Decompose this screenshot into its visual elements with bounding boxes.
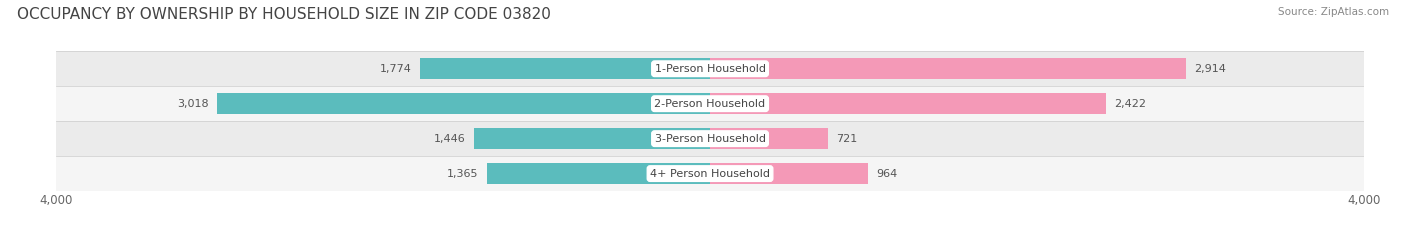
Text: 3-Person Household: 3-Person Household [655,134,765,144]
Bar [710,93,1107,114]
Text: OCCUPANCY BY OWNERSHIP BY HOUSEHOLD SIZE IN ZIP CODE 03820: OCCUPANCY BY OWNERSHIP BY HOUSEHOLD SIZE… [17,7,551,22]
Bar [474,128,710,149]
Text: 1,774: 1,774 [380,64,412,74]
Bar [710,128,828,149]
Text: Source: ZipAtlas.com: Source: ZipAtlas.com [1278,7,1389,17]
Bar [56,51,710,86]
Bar [420,58,710,79]
Bar [710,121,1364,156]
Bar [217,93,710,114]
Bar [710,58,1187,79]
Bar [56,156,710,191]
Text: 3,018: 3,018 [177,99,208,109]
Text: 2,422: 2,422 [1114,99,1146,109]
Bar [710,51,1364,86]
Text: 4+ Person Household: 4+ Person Household [650,169,770,178]
Bar [56,86,710,121]
Bar [710,156,1364,191]
Text: 964: 964 [876,169,897,178]
Text: 721: 721 [837,134,858,144]
Text: 1,446: 1,446 [434,134,465,144]
Text: 2,914: 2,914 [1195,64,1226,74]
Bar [486,163,710,184]
Text: 1-Person Household: 1-Person Household [655,64,765,74]
Text: 2-Person Household: 2-Person Household [654,99,766,109]
Text: 1,365: 1,365 [447,169,479,178]
Bar [710,163,868,184]
Bar [710,86,1364,121]
Bar [56,121,710,156]
